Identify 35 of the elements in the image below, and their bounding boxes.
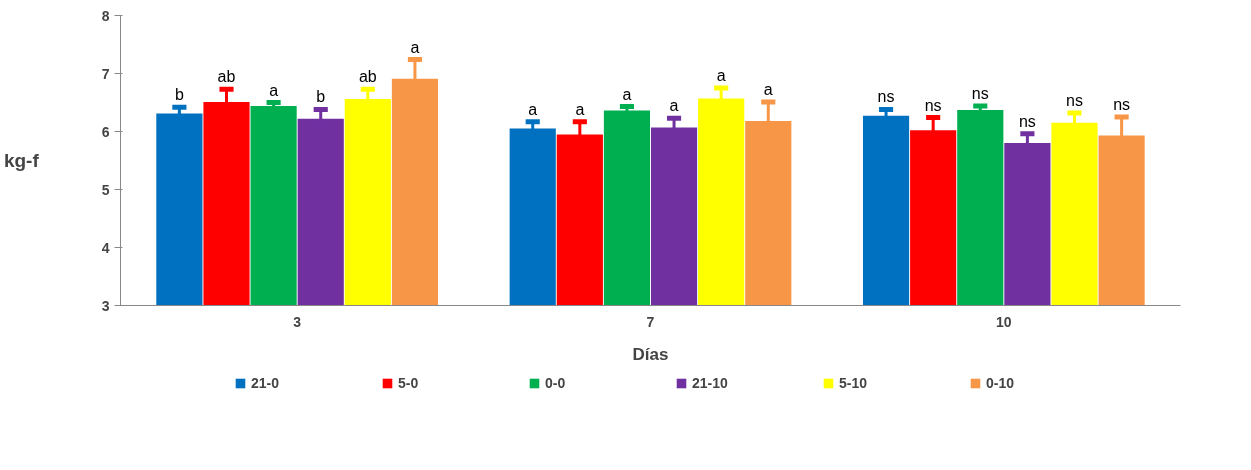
y-tick-label: 3 (101, 297, 110, 314)
data-label: b (174, 86, 184, 104)
data-label: ns (924, 96, 942, 114)
data-label: a (410, 38, 420, 56)
data-label: a (575, 100, 585, 118)
legend-label: 0-0 (545, 375, 567, 391)
x-tick-label: 10 (996, 313, 1012, 330)
data-label: ns (1066, 91, 1083, 109)
y-tick-label: 4 (101, 239, 110, 256)
x-tick-label: 7 (646, 313, 655, 330)
data-label: a (669, 97, 679, 115)
data-label: b (316, 88, 326, 106)
legend-label: 0-10 (986, 375, 1016, 391)
data-label: a (528, 100, 538, 118)
y-tick-label: 7 (101, 65, 110, 82)
x-tick-label: 3 (293, 313, 302, 330)
data-label: ns (971, 84, 989, 102)
legend-label: 21-10 (692, 375, 729, 391)
y-axis-title: kg-f (3, 150, 40, 171)
data-label: ns (1113, 96, 1131, 113)
data-label: a (622, 85, 632, 103)
data-label: a (269, 81, 279, 99)
data-label: a (763, 80, 773, 98)
data-label: ns (1018, 112, 1036, 130)
legend-label: 5-10 (839, 375, 869, 391)
y-tick-label: 6 (101, 123, 110, 140)
legend-label: 21-0 (251, 375, 281, 391)
x-axis-title: Días (632, 344, 669, 364)
y-tick-label: 5 (101, 181, 110, 198)
data-label: ab (217, 68, 236, 86)
legend-label: 5-0 (398, 375, 420, 391)
data-label: ns (877, 88, 895, 106)
data-label: ab (358, 68, 377, 86)
y-tick-label: 8 (101, 7, 110, 24)
data-label: a (716, 67, 726, 84)
